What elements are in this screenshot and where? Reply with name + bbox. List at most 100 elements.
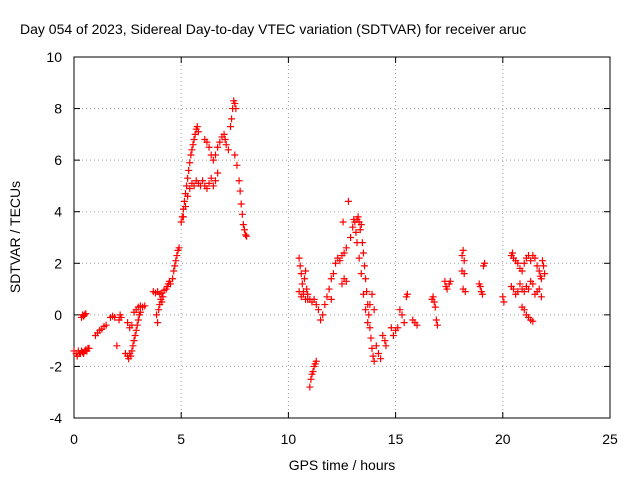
data-point (510, 285, 518, 293)
data-point (338, 280, 346, 288)
data-point (173, 252, 181, 260)
data-point (189, 141, 197, 149)
data-point (232, 105, 240, 113)
data-point (131, 331, 139, 339)
data-point (298, 280, 306, 288)
data-point (349, 223, 357, 231)
data-point (478, 290, 486, 298)
data-point (336, 257, 344, 265)
data-point (186, 159, 194, 167)
data-point (537, 275, 545, 283)
data-point (541, 270, 549, 278)
data-point (209, 182, 217, 190)
data-point (389, 331, 397, 339)
data-point (159, 293, 167, 301)
grid-lines (74, 57, 610, 418)
data-point (362, 306, 370, 314)
data-point (141, 302, 149, 310)
data-point (359, 290, 367, 298)
data-point (327, 295, 335, 303)
data-point (520, 259, 528, 267)
data-point (398, 311, 406, 319)
data-point (379, 331, 387, 339)
data-point (342, 277, 350, 285)
x-tick-label: 25 (602, 431, 618, 447)
data-point (124, 319, 132, 327)
data-point (527, 257, 535, 265)
data-point (307, 375, 315, 383)
data-point (529, 280, 537, 288)
data-point (413, 321, 421, 329)
y-tick-label: 10 (46, 49, 62, 65)
data-point (443, 285, 451, 293)
x-tick-label: 20 (495, 431, 511, 447)
data-point (352, 228, 360, 236)
y-tick-label: 4 (54, 204, 62, 220)
data-point (431, 303, 439, 311)
data-point (317, 316, 325, 324)
data-point (368, 344, 376, 352)
data-point (190, 136, 198, 144)
data-point (296, 262, 304, 270)
plot-frame (73, 56, 611, 419)
data-point (481, 259, 489, 267)
data-point (184, 192, 192, 200)
data-point (216, 138, 224, 146)
data-point (319, 311, 327, 319)
data-point (212, 177, 220, 185)
data-point (243, 232, 251, 240)
y-tick-label: 2 (54, 255, 62, 271)
data-point (231, 99, 239, 107)
data-point (171, 262, 179, 270)
data-point (446, 277, 454, 285)
data-point (194, 128, 202, 136)
data-point (132, 326, 140, 334)
data-point (199, 177, 207, 185)
data-point (347, 234, 355, 241)
data-point (367, 334, 375, 342)
data-point (535, 267, 543, 275)
data-point (514, 259, 522, 267)
x-tick-label: 10 (281, 431, 297, 447)
data-point (377, 355, 385, 363)
data-point (339, 218, 347, 226)
data-point (205, 143, 213, 151)
data-point (396, 306, 404, 314)
data-point (344, 197, 352, 205)
data-point (85, 344, 93, 352)
data-point (312, 301, 320, 309)
data-point (300, 275, 308, 283)
data-point (329, 270, 337, 278)
data-point (525, 285, 533, 293)
data-point (327, 275, 335, 283)
data-point (233, 161, 241, 169)
data-point (458, 252, 466, 260)
y-axis-label: SDTVAR / TECUs (7, 181, 23, 293)
data-point (321, 301, 329, 309)
data-point (374, 350, 382, 358)
data-point (514, 288, 522, 296)
data-point (221, 136, 229, 144)
data-point (128, 347, 136, 355)
data-point (537, 293, 545, 301)
data-point (533, 262, 541, 270)
data-point (158, 298, 166, 306)
data-point (193, 123, 201, 131)
data-point (540, 262, 548, 270)
data-point (117, 313, 125, 321)
axis-ticks: 0 5 10 15 20 25 -4 -2 0 2 4 6 8 10 (46, 49, 618, 447)
chart-title: Day 054 of 2023, Sidereal Day-to-day VTE… (20, 21, 526, 37)
data-point (355, 254, 363, 262)
data-point (231, 151, 239, 159)
data-point (362, 275, 370, 283)
data-point (314, 306, 322, 314)
data-point (172, 257, 180, 265)
data-point (499, 293, 507, 301)
data-point (460, 270, 468, 278)
data-point (303, 285, 311, 293)
data-point (354, 213, 362, 221)
data-point (370, 306, 378, 314)
data-point (130, 337, 138, 345)
data-point (153, 311, 161, 319)
